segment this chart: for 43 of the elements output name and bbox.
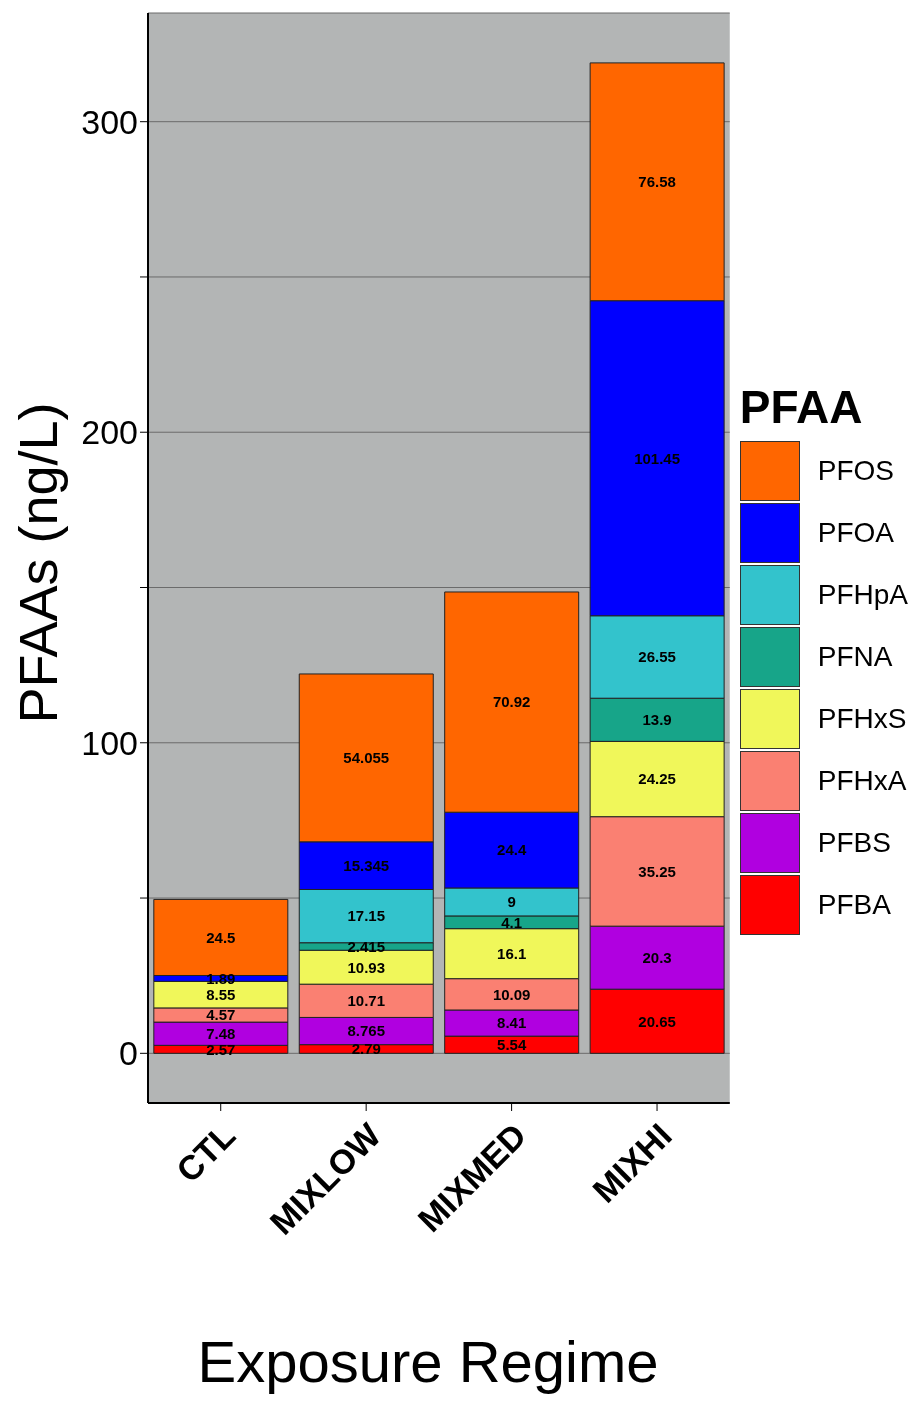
legend-label: PFNA <box>817 641 893 673</box>
y-tick-label: 0 <box>119 1034 138 1073</box>
data-label: 24.25 <box>638 770 676 788</box>
data-label: 20.3 <box>642 948 672 966</box>
data-label: 35.25 <box>638 862 676 880</box>
data-label: 15.345 <box>343 856 390 874</box>
data-label: 8.765 <box>347 1022 386 1040</box>
data-label: 9 <box>507 893 516 911</box>
data-label: 7.48 <box>206 1025 236 1043</box>
data-label: 10.93 <box>347 958 386 976</box>
data-label: 10.71 <box>347 992 386 1010</box>
data-label: 4.57 <box>206 1006 236 1024</box>
data-label: 10.09 <box>492 985 531 1003</box>
legend-label: PFBA <box>817 889 891 921</box>
data-label: 13.9 <box>642 711 672 729</box>
data-label: 4.1 <box>501 913 523 931</box>
legend-title: PFAA <box>739 380 864 434</box>
data-label: 76.58 <box>638 173 676 191</box>
legend-label: PFOS <box>817 455 894 487</box>
data-label: 16.1 <box>497 944 527 962</box>
y-tick-label: 300 <box>81 102 138 141</box>
data-label: 17.15 <box>347 907 386 925</box>
data-label: 20.65 <box>638 1012 676 1030</box>
data-label: 54.055 <box>343 749 390 767</box>
data-label: 24.5 <box>206 928 236 946</box>
legend-label: PFHpA <box>817 579 908 611</box>
legend-label: PFBS <box>817 827 891 859</box>
y-axis-title: PFAAs (ng/L) <box>7 402 69 724</box>
data-label: 8.41 <box>497 1014 527 1032</box>
data-label: 24.4 <box>497 841 527 859</box>
x-axis-title: Exposure Regime <box>196 1328 660 1395</box>
y-tick-label: 200 <box>81 413 138 452</box>
data-label: 26.55 <box>638 648 676 666</box>
legend-label: PFOA <box>817 517 894 549</box>
x-tick-label: CTL <box>168 1115 243 1190</box>
data-label: 70.92 <box>492 693 531 711</box>
data-label: 5.54 <box>497 1036 527 1054</box>
y-tick-label: 100 <box>81 723 138 762</box>
data-label: 8.55 <box>206 985 236 1003</box>
data-label: 2.79 <box>351 1040 381 1058</box>
legend-label: PFHxA <box>817 765 907 797</box>
legend-label: PFHxS <box>817 703 907 735</box>
data-label: 101.45 <box>634 449 681 467</box>
